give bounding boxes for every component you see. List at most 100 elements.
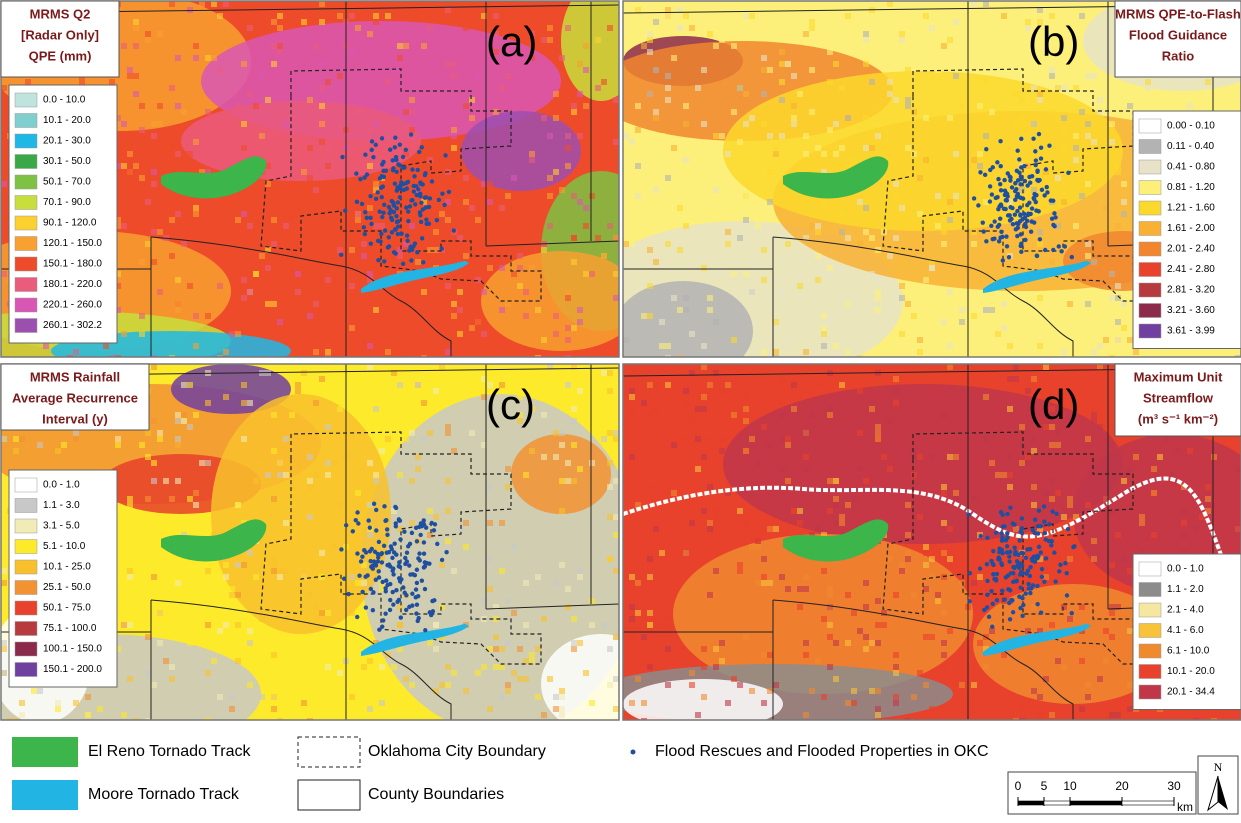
- flood-rescue-dot: [998, 217, 1002, 221]
- raster-cell: [917, 211, 923, 217]
- flood-rescue-dot: [1024, 591, 1028, 595]
- raster-cell: [1037, 229, 1043, 235]
- raster-cell: [1079, 574, 1085, 580]
- raster-cell: [653, 187, 659, 193]
- raster-cell: [271, 496, 277, 502]
- raster-cell: [463, 199, 469, 205]
- raster-cell: [583, 271, 589, 277]
- raster-cell: [689, 418, 695, 424]
- raster-cell: [127, 151, 133, 157]
- raster-cell: [469, 97, 475, 103]
- raster-cell: [517, 265, 523, 271]
- raster-cell: [1013, 376, 1019, 382]
- raster-cell: [1, 646, 7, 652]
- flood-rescue-dot: [420, 578, 424, 582]
- flood-rescue-dot: [1019, 165, 1023, 169]
- raster-cell: [923, 682, 929, 688]
- flood-rescue-dot: [968, 571, 972, 575]
- raster-cell: [511, 241, 517, 247]
- scale-segment: [1044, 801, 1070, 805]
- flood-rescue-dot: [967, 599, 971, 603]
- flood-rescue-dot: [387, 562, 391, 566]
- raster-cell: [1079, 604, 1085, 610]
- raster-cell: [1013, 718, 1019, 724]
- raster-cell: [893, 670, 899, 676]
- raster-cell: [1097, 97, 1103, 103]
- raster-cell: [1139, 520, 1145, 526]
- raster-cell: [319, 610, 325, 616]
- raster-cell: [553, 580, 559, 586]
- flood-rescue-dot: [393, 145, 397, 149]
- flood-rescue-dot: [1000, 551, 1004, 555]
- raster-cell: [1061, 514, 1067, 520]
- raster-cell: [731, 43, 737, 49]
- raster-cell: [493, 109, 499, 115]
- raster-cell: [289, 181, 295, 187]
- raster-cell: [665, 682, 671, 688]
- raster-cell: [863, 478, 869, 484]
- raster-cell: [1037, 97, 1043, 103]
- raster-cell: [319, 376, 325, 382]
- raster-cell: [851, 688, 857, 694]
- raster-cell: [235, 502, 241, 508]
- raster-cell: [935, 331, 941, 337]
- raster-cell: [869, 640, 875, 646]
- raster-cell: [761, 700, 767, 706]
- legend-swatch: [15, 519, 37, 533]
- raster-cell: [629, 604, 635, 610]
- flood-rescue-dot: [339, 253, 343, 257]
- raster-cell: [607, 556, 613, 562]
- raster-cell: [773, 355, 779, 361]
- raster-cell: [911, 694, 917, 700]
- raster-cell: [1175, 448, 1181, 454]
- flood-rescue-dot: [394, 155, 398, 159]
- raster-cell: [833, 520, 839, 526]
- raster-cell: [761, 424, 767, 430]
- raster-cell: [379, 664, 385, 670]
- raster-cell: [1127, 343, 1133, 349]
- flood-rescue-dot: [990, 625, 994, 629]
- raster-cell: [1073, 157, 1079, 163]
- raster-cell: [983, 133, 989, 139]
- flood-rescue-dot: [381, 160, 385, 164]
- flood-rescue-dot: [1027, 201, 1031, 205]
- flood-rescue-dot: [440, 558, 444, 562]
- raster-cell: [893, 235, 899, 241]
- raster-cell: [647, 49, 653, 55]
- raster-cell: [653, 109, 659, 115]
- raster-cell: [1139, 349, 1145, 355]
- raster-cell: [607, 388, 613, 394]
- raster-cell: [953, 454, 959, 460]
- raster-cell: [695, 436, 701, 442]
- flood-rescue-dot: [1005, 512, 1009, 516]
- legend-label: 90.1 - 120.0: [43, 218, 97, 229]
- raster-cell: [779, 466, 785, 472]
- raster-cell: [85, 712, 91, 718]
- raster-cell: [577, 388, 583, 394]
- flood-rescue-dot: [996, 177, 1000, 181]
- flood-rescue-dot: [1047, 522, 1051, 526]
- legend-swatch: [15, 175, 37, 189]
- raster-cell: [133, 718, 139, 724]
- raster-cell: [43, 343, 49, 349]
- scale-tick-label: 10: [1063, 779, 1077, 793]
- raster-cell: [683, 307, 689, 313]
- legend-label: El Reno Tornado Track: [88, 743, 251, 760]
- raster-cell: [743, 217, 749, 223]
- raster-cell: [653, 526, 659, 532]
- flood-rescue-dot: [422, 518, 426, 522]
- raster-cell: [595, 85, 601, 91]
- flood-rescue-dot: [985, 579, 989, 583]
- legend-swatch: [15, 581, 37, 595]
- raster-cell: [623, 133, 629, 139]
- raster-cell: [1169, 472, 1175, 478]
- panel-title: MRMS Rainfall: [30, 369, 120, 384]
- flood-rescue-dot: [373, 550, 377, 554]
- raster-cell: [785, 436, 791, 442]
- raster-cell: [1121, 478, 1127, 484]
- raster-cell: [127, 676, 133, 682]
- raster-cell: [1013, 121, 1019, 127]
- raster-cell: [1013, 364, 1019, 370]
- raster-cell: [1001, 325, 1007, 331]
- flood-rescue-dot: [369, 587, 373, 591]
